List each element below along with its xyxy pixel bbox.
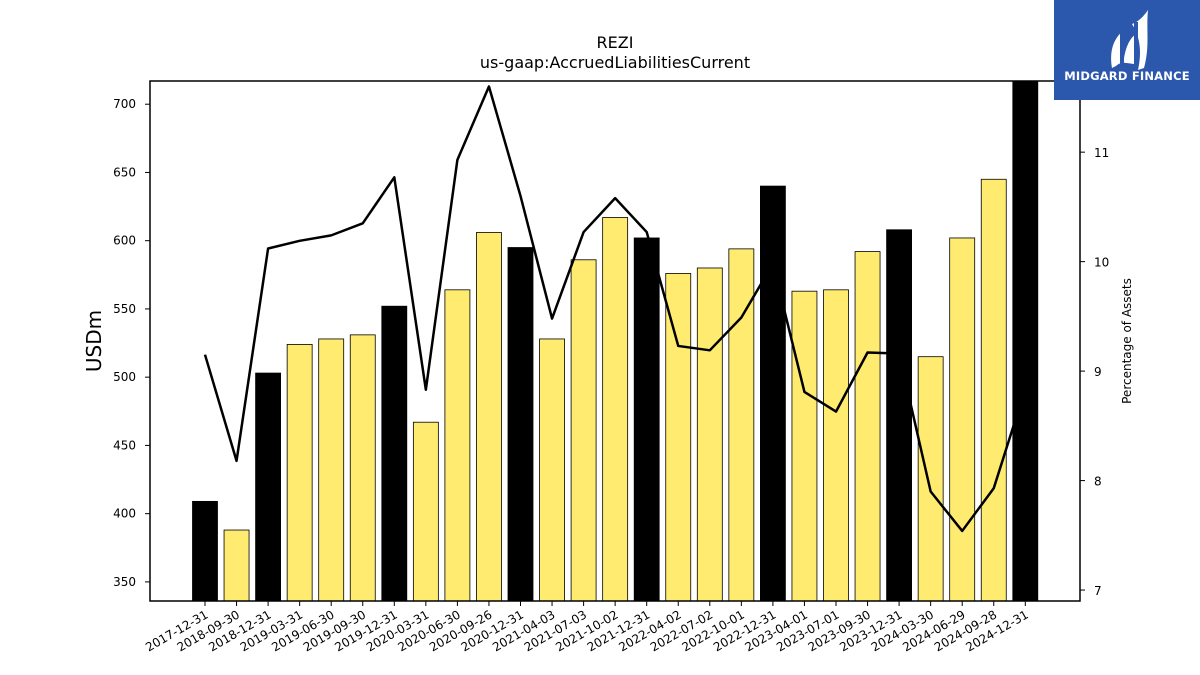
y2-axis-label: Percentage of Assets <box>1120 278 1134 404</box>
y-tick-label-400: 400 <box>113 507 136 521</box>
x-axis: 2017-12-312018-09-302018-12-312019-03-31… <box>143 601 1031 654</box>
midgard-finance-logo: MIDGARD FINANCE <box>1054 0 1200 100</box>
y-tick-label-550: 550 <box>113 302 136 316</box>
bar-2021-12-31 <box>633 237 660 602</box>
bar-2024-12-31 <box>1012 80 1039 602</box>
bar-2023-12-31 <box>886 229 912 602</box>
y-axis-left: 350 400 450 500 550 600 650 700 <box>113 97 150 589</box>
y-tick-label-350: 350 <box>113 575 136 589</box>
y2-tick-label-7: 7 <box>1094 584 1102 598</box>
bar-2023-07-01 <box>823 289 849 602</box>
y2-tick-label-8: 8 <box>1094 475 1102 489</box>
y-tick-label-700: 700 <box>113 97 136 111</box>
chart-title: REZI <box>597 33 634 52</box>
bar-2020-09-26 <box>476 232 502 602</box>
bar-2022-07-02 <box>696 267 723 602</box>
bar-2021-07-03 <box>570 259 597 602</box>
bar-2020-06-30 <box>444 289 471 602</box>
percentage-of-assets-line <box>203 85 1027 533</box>
y-axis-right: 7 8 9 10 11 <box>1080 146 1109 598</box>
bar-2022-04-02 <box>665 273 692 602</box>
bar-2020-12-31 <box>507 247 534 602</box>
bar-2019-06-30 <box>318 338 345 602</box>
bar-2022-10-01 <box>728 248 755 602</box>
bar-2022-12-31 <box>760 185 786 602</box>
bar-2020-03-31 <box>412 421 439 602</box>
bar-2024-06-29 <box>949 237 976 602</box>
y2-tick-label-11: 11 <box>1094 146 1109 160</box>
bar-2019-09-30 <box>349 334 376 602</box>
bar-2021-04-03 <box>539 338 565 602</box>
logo-text: MIDGARD FINANCE <box>1064 69 1190 83</box>
line-series <box>203 85 1027 533</box>
bar-2023-09-30 <box>854 251 881 602</box>
y-tick-label-600: 600 <box>113 234 136 248</box>
bar-2017-12-31 <box>192 500 218 602</box>
bar-2024-03-30 <box>917 356 944 602</box>
bar-2019-12-31 <box>381 305 408 602</box>
bar-2024-09-28 <box>980 178 1007 602</box>
y-tick-label-650: 650 <box>113 165 136 179</box>
bar-2023-04-01 <box>791 290 818 602</box>
bar-series <box>192 80 1039 602</box>
bar-2021-10-02 <box>602 217 629 602</box>
logo-mark-icon <box>1111 10 1148 70</box>
y-axis-label: USDm <box>82 310 106 372</box>
y2-tick-label-9: 9 <box>1094 365 1102 379</box>
bar-2018-12-31 <box>255 372 282 602</box>
chart-subtitle: us-gaap:AccruedLiabilitiesCurrent <box>480 53 750 72</box>
y2-tick-label-10: 10 <box>1094 256 1109 270</box>
y-tick-label-450: 450 <box>113 438 136 452</box>
bar-2019-03-31 <box>286 344 313 602</box>
y-tick-label-500: 500 <box>113 370 136 384</box>
bar-2018-09-30 <box>223 529 250 602</box>
